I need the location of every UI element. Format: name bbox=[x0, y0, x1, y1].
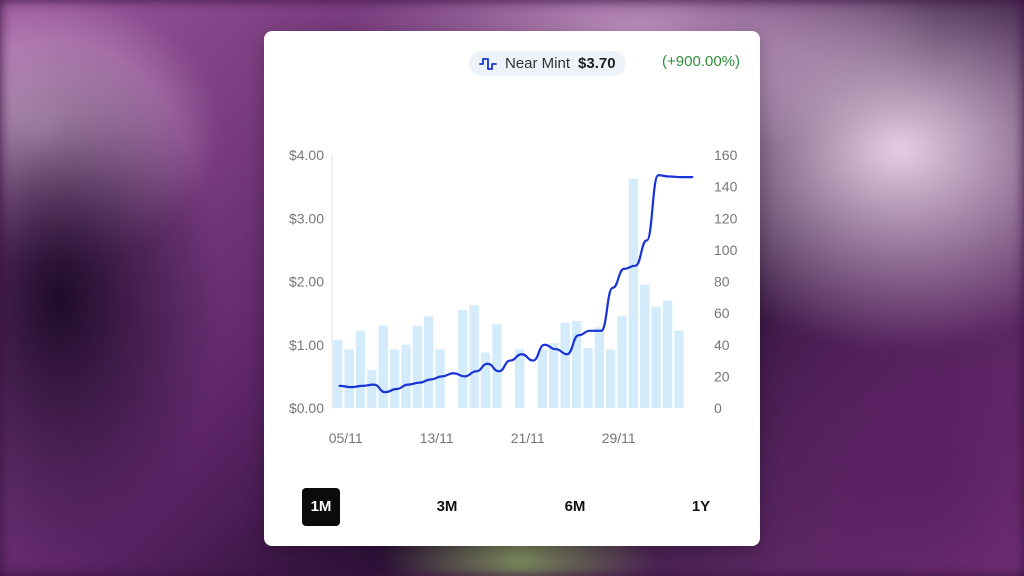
volume-bar bbox=[412, 325, 422, 408]
volume-bar bbox=[367, 370, 377, 408]
volume-bar bbox=[606, 349, 616, 408]
volume-bar bbox=[674, 330, 684, 408]
volume-bar bbox=[628, 178, 639, 408]
volume-bar bbox=[389, 349, 400, 408]
volume-bar bbox=[560, 322, 570, 408]
volume-bar bbox=[617, 316, 627, 408]
y-right-tick-label: 100 bbox=[714, 242, 738, 258]
y-right-tick-label: 60 bbox=[714, 305, 730, 321]
price-chart: $0.00 $1.00 $2.00 $3.00 $4.00 0 20 40 60 80 100 120… bbox=[289, 147, 738, 446]
y-left-tick-label: $4.00 bbox=[289, 147, 324, 163]
tab-1y[interactable]: 1Y bbox=[691, 498, 711, 515]
volume-bar bbox=[583, 347, 593, 408]
price-change: (+900.00%) bbox=[662, 53, 740, 70]
range-tabs: 1M 3M 6M 1Y bbox=[302, 488, 722, 526]
volume-bar bbox=[549, 343, 559, 408]
step-line-icon bbox=[479, 57, 497, 71]
price-chart-card: Near Mint $3.70 (+900.00%) $0.00 $1.00 $2.… bbox=[264, 31, 760, 546]
tab-1m[interactable]: 1M bbox=[302, 488, 340, 526]
volume-bar bbox=[651, 306, 661, 408]
y-right-tick-label: 140 bbox=[714, 179, 738, 195]
volume-bar bbox=[435, 349, 445, 408]
volume-bar bbox=[378, 325, 388, 408]
volume-bar bbox=[515, 349, 525, 408]
y-right-tick-label: 120 bbox=[714, 210, 738, 226]
tab-3m[interactable]: 3M bbox=[436, 498, 458, 515]
volume-bar bbox=[333, 340, 343, 408]
volume-bar bbox=[424, 316, 434, 408]
volume-bar bbox=[594, 327, 604, 408]
y-right-tick-label: 160 bbox=[714, 147, 738, 163]
y-left-tick-label: $0.00 bbox=[289, 400, 324, 416]
volume-bar bbox=[401, 344, 411, 408]
volume-bar bbox=[537, 349, 548, 408]
y-right-tick-label: 80 bbox=[714, 274, 730, 290]
volume-bar bbox=[458, 309, 468, 408]
condition-price-badge: Near Mint $3.70 bbox=[469, 51, 626, 76]
volume-bar bbox=[344, 349, 354, 408]
y-right-tick-label: 0 bbox=[714, 400, 722, 416]
volume-bar bbox=[355, 330, 366, 408]
volume-bar bbox=[469, 305, 479, 408]
price-value: $3.70 bbox=[578, 55, 616, 72]
condition-label: Near Mint bbox=[505, 55, 571, 72]
y-left-tick-label: $2.00 bbox=[289, 274, 324, 290]
y-left-tick-label: $3.00 bbox=[289, 210, 324, 226]
volume-bar bbox=[492, 324, 502, 408]
price-line bbox=[338, 174, 694, 394]
y-left-tick-label: $1.00 bbox=[289, 337, 324, 353]
y-right-tick-label: 20 bbox=[714, 368, 730, 384]
tab-6m[interactable]: 6M bbox=[564, 498, 586, 515]
x-tick-label: 13/11 bbox=[420, 430, 454, 446]
volume-bar bbox=[480, 352, 491, 408]
x-tick-label: 05/11 bbox=[329, 430, 363, 446]
volume-bar bbox=[662, 300, 673, 408]
y-right-tick-label: 40 bbox=[714, 337, 730, 353]
volume-bar bbox=[640, 284, 650, 408]
x-tick-label: 21/11 bbox=[511, 430, 545, 446]
volume-bar bbox=[571, 321, 582, 408]
x-tick-label: 29/11 bbox=[602, 430, 636, 446]
